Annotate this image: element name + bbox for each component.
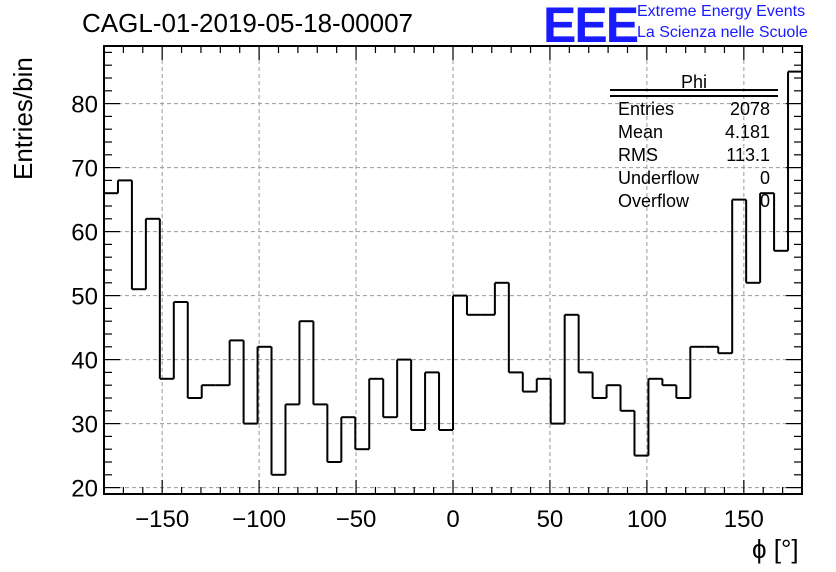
y-tick-label: 30 [71,412,98,439]
stats-value: 0 [759,168,770,188]
x-tick-label: −150 [135,506,189,533]
plot-title: CAGL-01-2019-05-18-00007 [82,8,413,38]
x-tick-label: 0 [446,506,459,533]
y-tick-label: 70 [71,156,98,183]
x-tick-label: −50 [336,506,377,533]
x-tick-label: 50 [537,506,564,533]
stats-label: Overflow [618,191,690,211]
stats-row: Mean 4.181 [610,121,778,144]
stats-row: RMS 113.1 [610,144,778,167]
stats-row: Overflow 0 [610,190,778,213]
eee-logo-line1: Extreme Energy Events [637,3,806,20]
stats-value: 4.181 [724,122,770,142]
x-tick-label: 150 [724,506,764,533]
stats-row: Entries 2078 [610,98,778,121]
stats-value: 2078 [729,99,770,119]
y-tick-label: 80 [71,92,98,119]
stats-label: RMS [618,145,658,165]
eee-logo-line2: La Scienza nelle Scuole [637,24,808,41]
eee-logo-mark: EEE [543,0,639,53]
stats-row: Underflow 0 [610,167,778,190]
y-tick-label: 60 [71,220,98,247]
stats-label: Entries [618,99,675,119]
y-tick-label: 50 [71,284,98,311]
x-axis-label: ϕ [°] [752,534,799,564]
y-tick-label: 40 [71,348,98,375]
plot-frame [103,45,803,495]
y-tick-label: 20 [71,476,98,503]
stats-label: Mean [618,122,664,142]
x-tick-label: −100 [232,506,286,533]
x-tick-label: 100 [627,506,667,533]
stats-box: Phi Entries 2078 Mean 4.181 RMS 113.1 Under… [610,72,778,213]
stats-label: Underflow [618,168,700,188]
stats-value: 113.1 [726,145,770,165]
stats-box-title: Phi [610,72,778,97]
y-axis-label: Entries/bin [8,57,38,180]
stats-value: 0 [759,191,770,211]
